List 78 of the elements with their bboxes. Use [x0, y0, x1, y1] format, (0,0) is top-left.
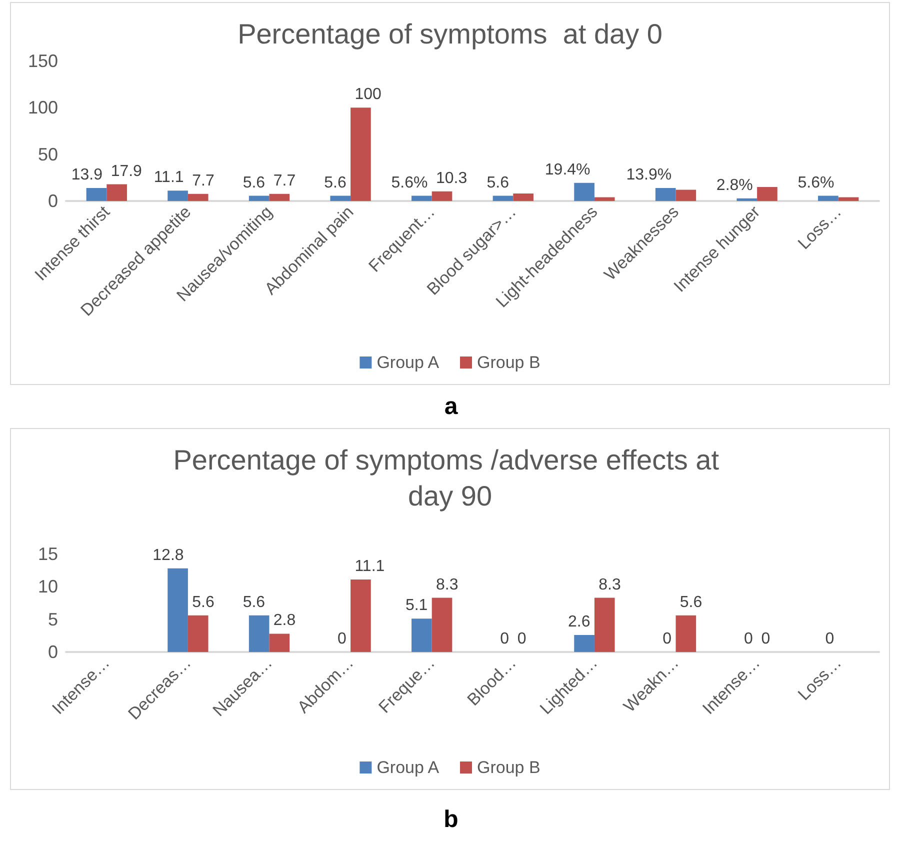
bar — [168, 190, 188, 201]
bar — [412, 618, 432, 652]
bar — [188, 194, 208, 201]
bar — [757, 187, 778, 201]
data-label: 8.3 — [436, 576, 458, 594]
data-label: 5.6 — [242, 174, 266, 192]
legend-label: Group A — [376, 758, 440, 777]
bar — [106, 184, 127, 201]
bar — [168, 568, 188, 652]
bar — [655, 188, 676, 201]
bar — [188, 615, 208, 652]
data-label: 7.7 — [192, 172, 214, 190]
y-tick-label: 0 — [48, 191, 58, 211]
data-label: 5.6 — [680, 594, 702, 611]
y-tick-label: 10 — [38, 576, 58, 597]
data-label: 5.6 — [192, 594, 214, 611]
bar — [513, 194, 534, 201]
y-tick-label: 100 — [28, 98, 58, 118]
y-tick-label: 150 — [28, 51, 58, 71]
chart-title: Percentage of symptoms /adverse effects at day 90 — [173, 444, 727, 512]
text: a — [443, 393, 459, 421]
y-tick-label: 5 — [48, 609, 58, 630]
bar — [676, 615, 696, 652]
bar — [350, 579, 371, 652]
data-label: 12.8 — [152, 546, 184, 564]
data-label: 0 — [337, 630, 346, 648]
y-tick-label: 15 — [38, 544, 58, 564]
bar — [269, 194, 290, 201]
bar — [330, 196, 351, 201]
legend-label: Group A — [376, 353, 440, 372]
data-label: 10.3 — [436, 170, 468, 187]
data-label: 0 — [744, 630, 753, 648]
data-label: 0 — [761, 630, 770, 648]
y-tick-label: 50 — [38, 144, 58, 164]
data-label: 5.6 — [324, 174, 346, 192]
data-label: 0 — [500, 630, 510, 648]
text: b — [442, 806, 460, 834]
data-label: 19.4% — [544, 161, 590, 178]
data-label: 13.9% — [626, 166, 672, 184]
data-label: 17.9 — [110, 162, 142, 180]
data-label: 2.8% — [716, 176, 753, 194]
data-label: 8.3 — [598, 576, 621, 594]
bar — [594, 197, 615, 201]
data-label: 0 — [825, 630, 834, 648]
bar — [838, 197, 859, 201]
data-label: 11.1 — [154, 169, 184, 186]
data-label: 0 — [517, 630, 526, 648]
bar — [412, 196, 432, 201]
data-label: 5.6% — [391, 174, 428, 192]
data-label: 100 — [354, 86, 382, 104]
bar — [248, 196, 270, 201]
legend-label: Group B — [477, 758, 540, 777]
y-tick-label: 0 — [48, 642, 58, 662]
chart-title: Percentage of symptoms at day 0 — [238, 18, 662, 50]
bar — [248, 615, 270, 652]
data-label: 11.1 — [354, 558, 385, 575]
bar — [492, 196, 514, 201]
bar — [818, 196, 838, 201]
data-label: 2.6 — [568, 614, 590, 631]
data-label: 13.9 — [71, 166, 103, 184]
bar — [432, 191, 452, 201]
data-label: 5.6% — [798, 174, 834, 192]
bar — [269, 634, 290, 652]
data-label: 2.8 — [273, 612, 296, 630]
bar — [86, 188, 107, 201]
bar — [736, 198, 758, 201]
bar — [676, 190, 696, 201]
legend-label: Group B — [477, 353, 540, 372]
bar — [432, 598, 452, 652]
data-label: 5.6 — [242, 594, 266, 611]
bar — [574, 635, 594, 652]
data-label: 7.7 — [273, 172, 296, 190]
bar — [350, 108, 371, 201]
data-label: 5.1 — [405, 597, 428, 614]
data-label: 5.6 — [486, 174, 510, 192]
bar — [594, 598, 615, 652]
data-label: 0 — [662, 630, 672, 648]
bar — [574, 182, 594, 201]
